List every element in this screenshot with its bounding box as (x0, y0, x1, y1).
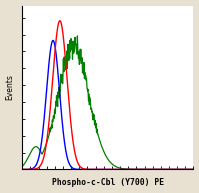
X-axis label: Phospho-c-Cbl (Y700) PE: Phospho-c-Cbl (Y700) PE (52, 179, 164, 187)
Y-axis label: Events: Events (6, 74, 15, 100)
